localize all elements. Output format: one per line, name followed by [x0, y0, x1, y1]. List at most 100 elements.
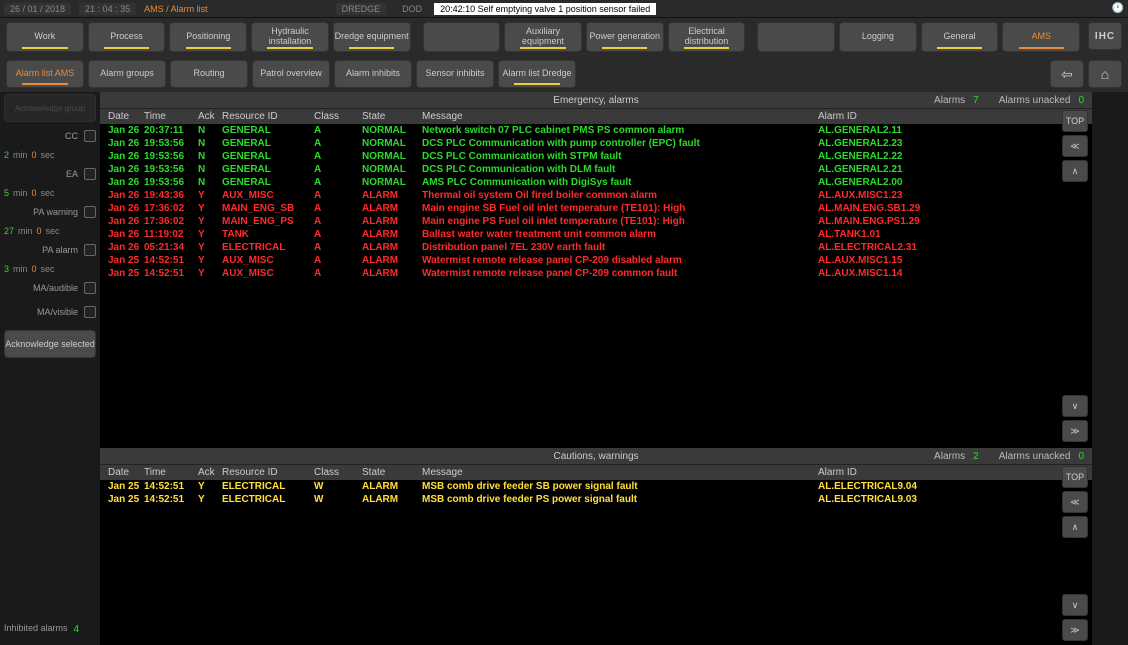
subnav-patrol-overview[interactable]: Patrol overview: [252, 60, 330, 88]
col-state: State: [362, 467, 422, 478]
subnav-routing[interactable]: Routing: [170, 60, 248, 88]
side-pa-warning: PA warning: [4, 200, 96, 224]
alarm-row[interactable]: Jan 2619:53:56NGENERALANORMALDCS PLC Com…: [100, 163, 1092, 176]
checkbox[interactable]: [84, 130, 96, 142]
subnav-alarm-groups[interactable]: Alarm groups: [88, 60, 166, 88]
alarms-label: Alarms: [934, 451, 965, 462]
emergency-body: Jan 2620:37:11NGENERALANORMALNetwork swi…: [100, 124, 1092, 446]
nav-electrical-distribution[interactable]: Electrical distribution: [668, 22, 746, 52]
logo-icon[interactable]: IHC: [1088, 22, 1122, 50]
emergency-title: Emergency, alarms: [553, 95, 638, 106]
alarm-row[interactable]: Jan 2619:43:36YAUX_MISCAALARMThermal oil…: [100, 189, 1092, 202]
subnav-sensor-inhibits[interactable]: Sensor inhibits: [416, 60, 494, 88]
timer: 2min0sec: [4, 148, 96, 162]
sidebar: Acknowledge group CC2min0secEA5min0secPA…: [0, 92, 100, 645]
status-message: 20:42:10 Self emptying valve 1 position …: [434, 3, 656, 15]
ack-group-button[interactable]: Acknowledge group: [4, 94, 96, 122]
alarm-row[interactable]: Jan 2514:52:51YELECTRICALWALARMMSB comb …: [100, 480, 1092, 493]
emergency-columns: DateTimeAckResource IDClassStateMessageA…: [100, 108, 1092, 124]
alarm-row[interactable]: Jan 2619:53:56NGENERALANORMALDCS PLC Com…: [100, 150, 1092, 163]
scroll-page-down-button[interactable]: ≫: [1062, 619, 1088, 641]
side-pa-alarm: PA alarm: [4, 238, 96, 262]
scroll-page-up-button[interactable]: ≪: [1062, 491, 1088, 513]
nav-positioning[interactable]: Positioning: [169, 22, 247, 52]
scroll-down-button[interactable]: ∨: [1062, 395, 1088, 417]
alarm-row[interactable]: Jan 2514:52:51YELECTRICALWALARMMSB comb …: [100, 493, 1092, 506]
scroll-top-button[interactable]: TOP: [1062, 466, 1088, 488]
main-area: Acknowledge group CC2min0secEA5min0secPA…: [0, 92, 1128, 645]
unacked-count: 0: [1078, 451, 1084, 462]
alarm-row[interactable]: Jan 2617:36:02YMAIN_ENG_SBAALARMMain eng…: [100, 202, 1092, 215]
sub-nav: Alarm list AMSAlarm groupsRoutingPatrol …: [0, 56, 1128, 92]
back-icon[interactable]: ⇦: [1050, 60, 1084, 88]
alarms-count: 7: [973, 95, 979, 106]
alarm-row[interactable]: Jan 2611:19:02YTANKAALARMBallast water w…: [100, 228, 1092, 241]
nav-process[interactable]: Process: [88, 22, 166, 52]
time-display: 21 : 04 : 35: [79, 3, 136, 15]
checkbox[interactable]: [84, 206, 96, 218]
nav-empty: [423, 22, 501, 52]
col-alarm-id: Alarm ID: [818, 111, 1092, 122]
nav-work[interactable]: Work: [6, 22, 84, 52]
scroll-up-button[interactable]: ∧: [1062, 516, 1088, 538]
side-ma-audible: MA/audible: [4, 276, 96, 300]
alarm-row[interactable]: Jan 2514:52:51YAUX_MISCAALARMWatermist r…: [100, 254, 1092, 267]
alarm-row[interactable]: Jan 2620:37:11NGENERALANORMALNetwork swi…: [100, 124, 1092, 137]
checkbox[interactable]: [84, 282, 96, 294]
timer: 27min0sec: [4, 224, 96, 238]
ack-selected-button[interactable]: Acknowledge selected: [4, 330, 96, 358]
date-display: 26 / 01 / 2018: [4, 3, 71, 15]
alarm-row[interactable]: Jan 2605:21:34YELECTRICALAALARMDistribut…: [100, 241, 1092, 254]
unacked-label: Alarms unacked: [999, 451, 1071, 462]
emergency-panel: Emergency, alarms Alarms7 Alarms unacked…: [100, 92, 1092, 446]
nav-ams[interactable]: AMS: [1002, 22, 1080, 52]
nav-power-generation[interactable]: Power generation: [586, 22, 664, 52]
cautions-body: Jan 2514:52:51YELECTRICALWALARMMSB comb …: [100, 480, 1092, 645]
cautions-header: Cautions, warnings Alarms 2 Alarms unacke…: [100, 448, 1092, 464]
nav-general[interactable]: General: [921, 22, 999, 52]
col-message: Message: [422, 111, 818, 122]
col-alarm-id: Alarm ID: [818, 467, 1092, 478]
col-date: Date: [100, 111, 144, 122]
alarm-row[interactable]: Jan 2617:36:02YMAIN_ENG_PSAALARMMain eng…: [100, 215, 1092, 228]
checkbox[interactable]: [84, 244, 96, 256]
side-ma-visible: MA/visible: [4, 300, 96, 324]
cautions-columns: DateTimeAckResource IDClassStateMessageA…: [100, 464, 1092, 480]
scroll-up-button[interactable]: ∧: [1062, 160, 1088, 182]
col-class: Class: [314, 111, 362, 122]
inhibited-count: 4: [74, 624, 80, 635]
scroll-page-up-button[interactable]: ≪: [1062, 135, 1088, 157]
alarm-row[interactable]: Jan 2619:53:56NGENERALANORMALDCS PLC Com…: [100, 137, 1092, 150]
alarms-label: Alarms: [934, 95, 965, 106]
nav-dredge-equipment[interactable]: Dredge equipment: [333, 22, 411, 52]
scroll-page-down-button[interactable]: ≫: [1062, 420, 1088, 442]
alarms-count: 2: [973, 451, 979, 462]
col-message: Message: [422, 467, 818, 478]
cautions-title: Cautions, warnings: [553, 451, 638, 462]
breadcrumb: AMS / Alarm list: [144, 4, 208, 14]
alarm-row[interactable]: Jan 2514:52:51YAUX_MISCAALARMWatermist r…: [100, 267, 1092, 280]
nav-logging[interactable]: Logging: [839, 22, 917, 52]
subnav-alarm-list-dredge[interactable]: Alarm list Dredge: [498, 60, 576, 88]
subnav-alarm-list-ams[interactable]: Alarm list AMS: [6, 60, 84, 88]
nav-auxiliary-equipment[interactable]: Auxiliary equipment: [504, 22, 582, 52]
unacked-count: 0: [1078, 95, 1084, 106]
main-nav: WorkProcessPositioningHydraulic installa…: [0, 18, 1128, 56]
side-cc: CC: [4, 124, 96, 148]
scroll-top-button[interactable]: TOP: [1062, 110, 1088, 132]
emergency-header: Emergency, alarms Alarms7 Alarms unacked…: [100, 92, 1092, 108]
dredge-label: DREDGE: [336, 3, 387, 15]
home-icon[interactable]: ⌂: [1088, 60, 1122, 88]
col-state: State: [362, 111, 422, 122]
dod-label: DOD: [402, 4, 422, 14]
col-ack: Ack: [198, 111, 222, 122]
scroll-down-button[interactable]: ∨: [1062, 594, 1088, 616]
checkbox[interactable]: [84, 168, 96, 180]
col-time: Time: [144, 467, 198, 478]
nav-hydraulic-installation[interactable]: Hydraulic installation: [251, 22, 329, 52]
cautions-panel: Cautions, warnings Alarms 2 Alarms unacke…: [100, 448, 1092, 645]
timer: 3min0sec: [4, 262, 96, 276]
alarm-row[interactable]: Jan 2619:53:56NGENERALANORMALAMS PLC Com…: [100, 176, 1092, 189]
subnav-alarm-inhibits[interactable]: Alarm inhibits: [334, 60, 412, 88]
checkbox[interactable]: [84, 306, 96, 318]
